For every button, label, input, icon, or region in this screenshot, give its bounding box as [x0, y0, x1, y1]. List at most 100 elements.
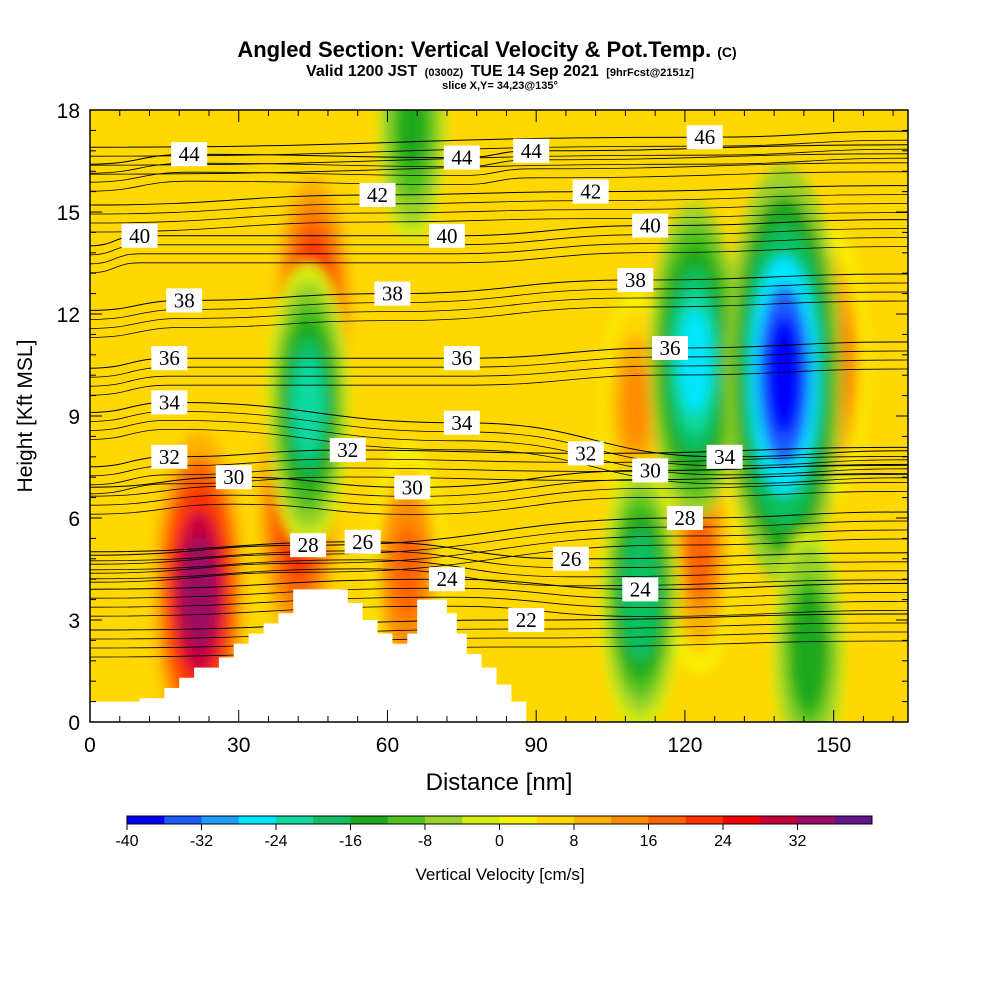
y-tick-label: 9: [68, 406, 80, 429]
isentrope-label-text: 34: [451, 411, 473, 435]
isentrope-label: 38: [166, 288, 203, 313]
colorbar: -40 -32 -24 -16 -8 0 8 16 24 32: [115, 815, 873, 850]
isentrope-line: [90, 520, 908, 565]
isentrope-label-text: 24: [436, 567, 458, 591]
isentrope-label-bg: [344, 529, 381, 554]
colorbar-swatch: [797, 816, 836, 824]
isentrope-line: [90, 291, 908, 329]
isentrope-label-text: 40: [436, 224, 457, 248]
colorbar-swatch: [723, 816, 761, 824]
isentrope-label-bg: [151, 390, 188, 415]
isentrope-label-bg: [329, 438, 366, 462]
isentrope-label-text: 36: [159, 346, 180, 370]
isentrope-label-bg: [572, 179, 609, 204]
isentrope-label: 24: [428, 567, 465, 592]
isentrope-line: [90, 587, 908, 599]
isentrope-label: 30: [215, 465, 252, 490]
colorbar-swatch: [611, 816, 649, 824]
isentrope-label-bg: [632, 458, 669, 483]
y-tick-label: 3: [68, 610, 80, 633]
isentrope-line: [90, 157, 908, 175]
isentrope-label: 32: [567, 441, 604, 466]
colorbar-swatch: [276, 816, 314, 824]
isentrope-label-text: 32: [159, 445, 180, 469]
velocity-contour: [794, 605, 824, 696]
isentrope-label-text: 40: [129, 224, 150, 248]
isentrope-label: 44: [171, 142, 208, 167]
colorbar-swatch: [462, 816, 500, 824]
isentrope-label-bg: [121, 223, 158, 248]
isentrope-line: [90, 428, 908, 485]
colorbar-swatch: [685, 816, 724, 824]
chart-title-unit: (C): [717, 44, 736, 60]
colorbar-tick-label: 0: [495, 833, 504, 850]
isentrope-label-bg: [359, 183, 396, 207]
isentrope-label-bg: [171, 142, 208, 167]
velocity-contour: [765, 315, 803, 436]
isentrope-label-bg: [428, 567, 465, 592]
isentrope-label-bg: [513, 138, 550, 163]
isentrope-line: [90, 171, 908, 192]
isentrope-line: [90, 482, 908, 506]
colorbar-swatch: [425, 816, 463, 824]
isentrope-label-text: 30: [223, 465, 244, 489]
x-tick-label: 30: [227, 734, 250, 757]
downdraft-core: [649, 203, 741, 520]
isentrope-label-text: 36: [660, 336, 681, 360]
colorbar-tick-label: 16: [640, 833, 658, 850]
isentrope-label: 32: [151, 444, 188, 469]
isentrope-label: 44: [513, 138, 550, 163]
isentrope-line: [90, 185, 908, 206]
velocity-contour: [398, 110, 427, 172]
isentrope-label: 40: [428, 223, 465, 248]
velocity-contour: [181, 536, 217, 650]
colorbar-swatch: [648, 816, 687, 824]
title-block: Angled Section: Vertical Velocity & Pot.…: [237, 37, 736, 92]
isentrope-label: 28: [666, 506, 703, 530]
x-tick-label: 90: [525, 734, 548, 757]
colorbar-label: Vertical Velocity [cm/s]: [415, 865, 584, 884]
isentrope-label: 38: [374, 281, 411, 306]
isentrope-label: 22: [508, 608, 545, 632]
chart-title-main: Angled Section: Vertical Velocity & Pot.…: [237, 37, 711, 62]
subtitle-date: TUE 14 Sep 2021: [471, 63, 599, 80]
colorbar-tick-label: -16: [339, 833, 362, 850]
isentrope-label-text: 26: [560, 547, 581, 571]
isentrope-label: 40: [121, 223, 158, 248]
isentrope-label-text: 24: [630, 577, 652, 601]
isentrope-label-bg: [394, 475, 431, 500]
isentrope-label: 36: [151, 346, 188, 371]
downdraft-core: [725, 165, 843, 585]
isentrope-label-bg: [552, 546, 589, 571]
isentrope-label: 38: [617, 268, 654, 292]
isentrope-line: [90, 194, 908, 215]
subtitle-valid: Valid 1200 JST: [306, 63, 417, 80]
isentrope-label-text: 42: [367, 183, 388, 207]
isentrope-label: 24: [622, 577, 659, 602]
downdraft-core: [772, 528, 845, 722]
velocity-contour: [621, 361, 650, 450]
colorbar-swatch: [760, 816, 798, 824]
colorbar-tick-label: -32: [190, 833, 213, 850]
x-tick-label: 0: [84, 734, 96, 757]
colorbar-swatch: [313, 816, 351, 824]
isentrope-label-text: 44: [521, 139, 543, 163]
y-tick-label: 12: [57, 304, 80, 327]
isentrope-label: 36: [443, 346, 480, 371]
isentrope-line: [90, 246, 908, 274]
colorbar-tick-label: 24: [714, 833, 732, 850]
isentrope-label-bg: [290, 533, 327, 558]
colorbar-tick-label: -8: [418, 833, 432, 850]
isentrope-line: [90, 541, 908, 560]
isentrope-line: [90, 550, 908, 569]
colorbar-swatch: [164, 816, 202, 824]
colorbar-swatch: [201, 816, 240, 824]
isentrope-line: [90, 559, 908, 578]
isentrope-labels: 22 24 24 26 26 28 28 30 30 30 32 32 32 34 34 34 36 36 36 38…: [121, 125, 743, 632]
isentrope-label: 28: [290, 533, 327, 558]
isentrope-line: [90, 148, 908, 166]
isentrope-label-bg: [652, 336, 689, 360]
isentrope-line: [90, 130, 908, 148]
y-tick-label: 18: [57, 100, 80, 123]
